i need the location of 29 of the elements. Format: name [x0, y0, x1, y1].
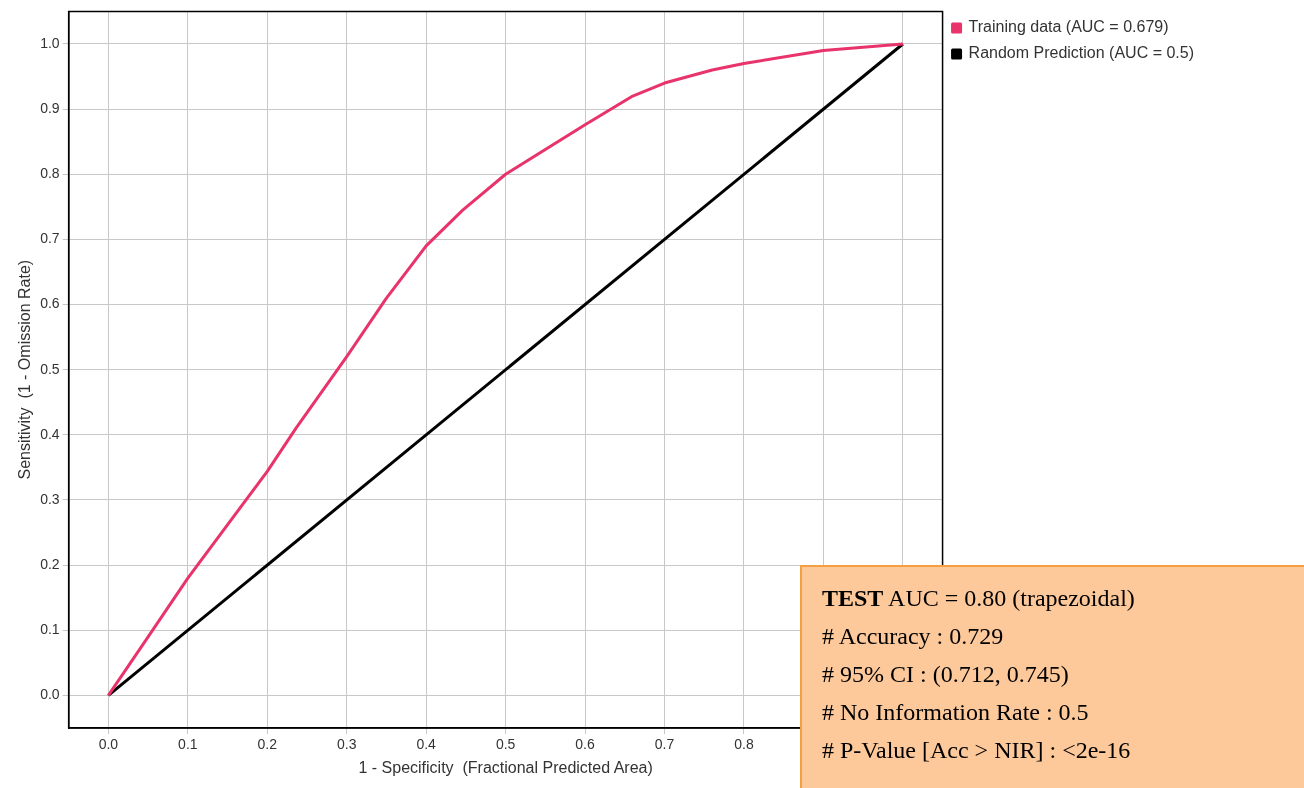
annotation: # No Information Rate : 0.5	[822, 698, 1090, 727]
y-tick-label: 0.6	[40, 295, 60, 312]
legend-label: Random Prediction (AUC = 0.5)	[968, 44, 1195, 62]
y-tick-label: 0.4	[40, 425, 60, 442]
x-tick-label: 0.6	[575, 736, 595, 753]
y-tick-label: 0.8	[40, 165, 60, 182]
legend-label: Training data (AUC = 0.679)	[968, 18, 1169, 36]
x-tick-label: 0.1	[178, 736, 198, 753]
annotation: TEST AUC = 0.80 (trapezoidal)	[822, 584, 1136, 613]
y-tick-label: 0.1	[40, 621, 60, 638]
annotation: # Accuracy : 0.729	[822, 622, 1005, 651]
x-tick-label: 0.4	[416, 736, 437, 753]
x-tick-label: 0.7	[654, 736, 675, 753]
y-tick-label: 0.5	[40, 360, 60, 377]
x-axis-title: 1 - Specificity (Fractional Predicted Area)	[358, 758, 653, 776]
x-tick-label: 0.0	[98, 736, 119, 753]
y-tick-label: 0.0	[40, 686, 60, 703]
x-tick-label: 0.2	[257, 736, 278, 753]
y-tick-label: 0.3	[40, 490, 60, 507]
y-axis-title: Sensitivity (1 - Omission Rate)	[16, 259, 34, 480]
x-tick-label: 0.8	[734, 736, 754, 753]
text: # P-Value [Acc > NIR] : <2e-16	[822, 737, 1131, 763]
x-tick-label: 0.5	[495, 736, 516, 753]
y-tick-label: 0.9	[40, 99, 60, 116]
y-tick-label: 0.7	[40, 230, 60, 247]
x-tick-label: 0.3	[336, 736, 357, 753]
annotation: # 95% CI : (0.712, 0.745)	[822, 660, 1070, 689]
y-tick-label: 1.0	[40, 34, 60, 51]
y-tick-label: 0.2	[40, 556, 60, 572]
